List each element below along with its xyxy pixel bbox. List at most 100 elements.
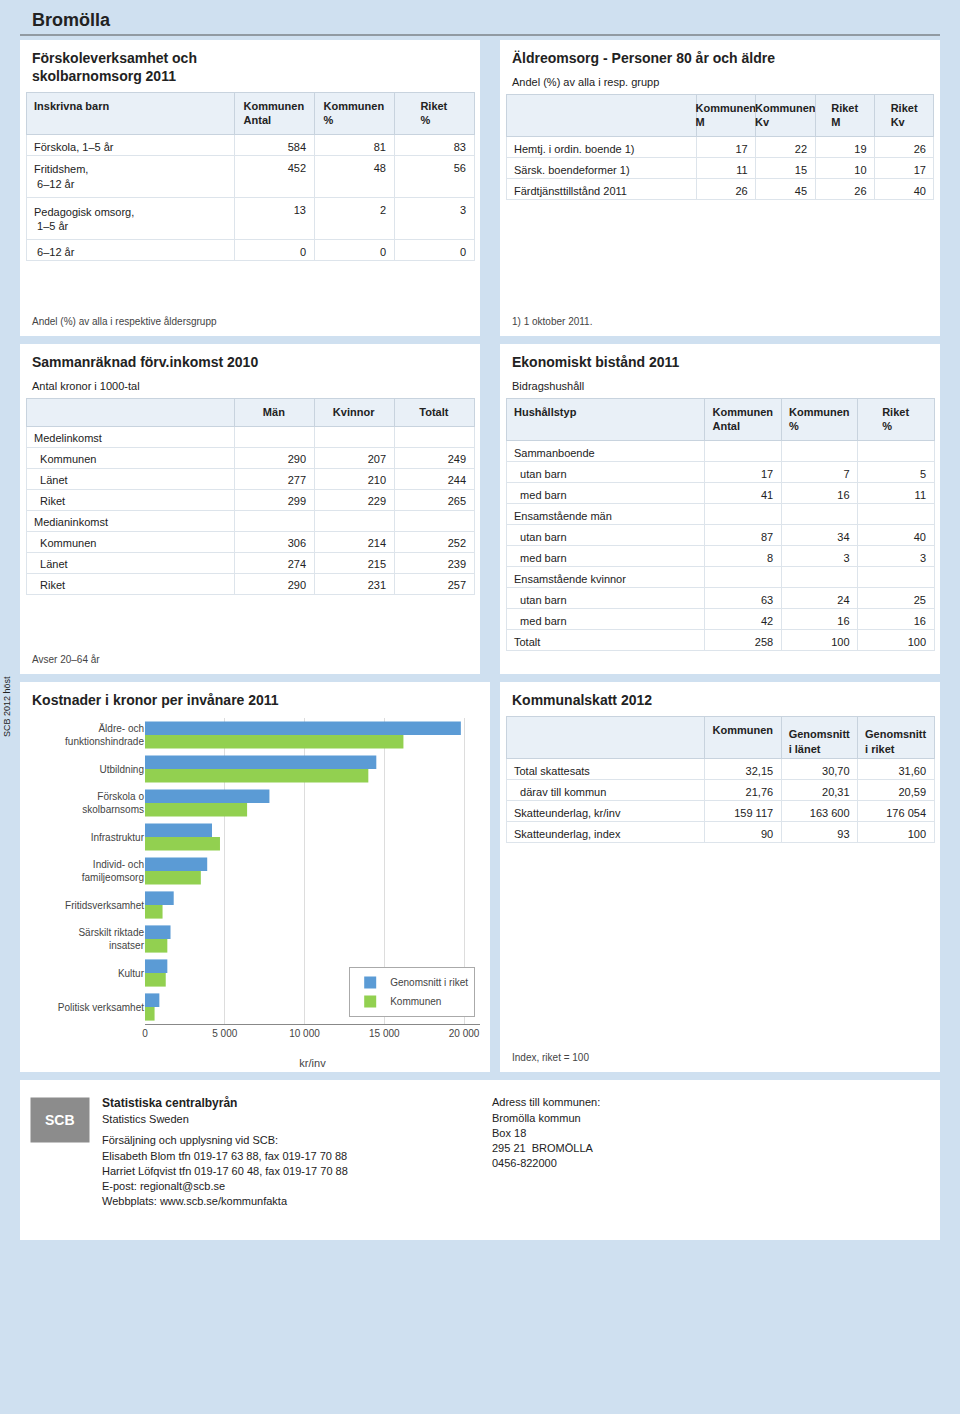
svg-text:15: 15 [795,164,807,176]
svg-text:17: 17 [914,164,926,176]
svg-text:452: 452 [288,162,306,174]
svg-text:Utbildning: Utbildning [100,764,144,775]
svg-text:32,15: 32,15 [746,765,774,777]
svg-text:0: 0 [142,1028,148,1039]
svg-text:Länet: Länet [34,474,68,486]
svg-text:214: 214 [368,537,386,549]
svg-text:26: 26 [914,143,926,155]
svg-text:med barn: med barn [514,489,567,501]
svg-text:KommunenM: KommunenM [696,102,757,128]
svg-text:229: 229 [368,495,386,507]
svg-text:RiketKv: RiketKv [891,102,918,128]
svg-text:265: 265 [448,495,466,507]
svg-text:Bromölla: Bromölla [32,10,111,30]
svg-text:31,60: 31,60 [898,765,926,777]
svg-text:0: 0 [460,246,466,258]
svg-text:42: 42 [761,615,773,627]
svg-text:Ensamstående kvinnor: Ensamstående kvinnor [514,573,626,585]
svg-text:100: 100 [908,828,926,840]
svg-text:SCB 2012 höst: SCB 2012 höst [2,676,12,737]
svg-text:KommunenAntal: KommunenAntal [244,100,305,126]
svg-text:Riket%: Riket% [420,100,447,126]
svg-text:Kultur: Kultur [118,968,145,979]
svg-text:20,59: 20,59 [898,786,926,798]
svg-text:17: 17 [735,143,747,155]
svg-text:207: 207 [368,453,386,465]
svg-text:Individ- ochfamiljeomsorg: Individ- ochfamiljeomsorg [82,859,144,883]
svg-text:26: 26 [854,185,866,197]
svg-text:10 000: 10 000 [289,1028,320,1039]
svg-text:Box 18: Box 18 [492,1127,526,1139]
svg-text:34: 34 [837,531,849,543]
svg-text:Förskoleverksamhet ochskolbarn: Förskoleverksamhet ochskolbarnomsorg 201… [32,50,197,84]
svg-text:290: 290 [288,579,306,591]
svg-text:21,76: 21,76 [746,786,774,798]
svg-text:19: 19 [854,143,866,155]
svg-text:6–12 år: 6–12 år [34,246,75,258]
svg-text:244: 244 [448,474,466,486]
svg-text:Kommunen: Kommunen [34,453,96,465]
svg-text:Färdtjänsttillstånd 2011: Färdtjänsttillstånd 2011 [514,185,627,197]
svg-text:Adress till kommunen:: Adress till kommunen: [492,1096,600,1108]
svg-text:584: 584 [288,141,306,153]
svg-text:Skatteunderlag, index: Skatteunderlag, index [514,828,621,840]
svg-text:med barn: med barn [514,615,567,627]
svg-text:Genomsnitti länet: Genomsnitti länet [789,728,850,754]
svg-text:8: 8 [767,552,773,564]
svg-text:11: 11 [915,489,926,501]
svg-text:Antal kronor i 1000-tal: Antal kronor i 1000-tal [32,380,140,392]
svg-text:17: 17 [761,468,773,480]
svg-text:Statistics Sweden: Statistics Sweden [102,1113,189,1125]
svg-text:87: 87 [761,531,773,543]
svg-text:Fritidshem, 6–12 år: Fritidshem, 6–12 år [34,163,88,189]
svg-text:3: 3 [920,552,926,564]
svg-text:16: 16 [837,615,849,627]
svg-text:215: 215 [368,558,386,570]
svg-text:210: 210 [368,474,386,486]
svg-text:249: 249 [448,453,466,465]
svg-text:239: 239 [448,558,466,570]
svg-text:299: 299 [288,495,306,507]
svg-text:KommunenAntal: KommunenAntal [713,406,774,432]
svg-text:Kommunen: Kommunen [34,537,96,549]
svg-text:Pedagogisk omsorg, 1–5 år: Pedagogisk omsorg, 1–5 år [34,206,134,232]
svg-text:24: 24 [837,594,849,606]
svg-text:Riket: Riket [34,579,65,591]
svg-text:26: 26 [735,185,747,197]
svg-text:40: 40 [914,531,926,543]
svg-text:16: 16 [837,489,849,501]
svg-text:Sammanboende: Sammanboende [514,447,595,459]
svg-text:15 000: 15 000 [369,1028,400,1039]
svg-text:Avser 20–64 år: Avser 20–64 år [32,654,100,665]
svg-text:83: 83 [454,141,466,153]
svg-text:20,31: 20,31 [822,786,850,798]
svg-text:Genomsnitt i riket: Genomsnitt i riket [390,977,468,988]
svg-text:0: 0 [380,246,386,258]
svg-text:13: 13 [294,204,306,216]
svg-text:Kvinnor: Kvinnor [333,406,375,418]
svg-text:Kommunen: Kommunen [713,724,774,736]
svg-text:Riket%: Riket% [882,406,909,432]
svg-text:Kommunen: Kommunen [390,996,441,1007]
svg-text:0: 0 [300,246,306,258]
svg-text:Försäljning och upplysning vid: Försäljning och upplysning vid SCB: [102,1134,278,1146]
svg-text:Statistiska centralbyrån: Statistiska centralbyrån [102,1096,237,1110]
svg-text:41: 41 [761,489,773,501]
svg-text:Medelinkomst: Medelinkomst [34,432,102,444]
svg-text:Totalt: Totalt [419,406,448,418]
svg-text:290: 290 [288,453,306,465]
svg-text:Total skattesats: Total skattesats [514,765,590,777]
svg-text:231: 231 [368,579,386,591]
svg-text:274: 274 [288,558,306,570]
svg-text:252: 252 [448,537,466,549]
svg-text:Infrastruktur: Infrastruktur [91,832,145,843]
svg-text:16: 16 [914,615,926,627]
svg-text:1) 1 oktober 2011.: 1) 1 oktober 2011. [512,316,592,327]
svg-text:22: 22 [795,143,807,155]
svg-text:Bromölla kommun: Bromölla kommun [492,1112,581,1124]
svg-text:Äldre- ochfunktionshindrade: Äldre- ochfunktionshindrade [65,723,144,747]
svg-text:257: 257 [448,579,466,591]
svg-text:93: 93 [837,828,849,840]
svg-text:utan barn: utan barn [514,594,567,606]
svg-text:Riket: Riket [34,495,65,507]
